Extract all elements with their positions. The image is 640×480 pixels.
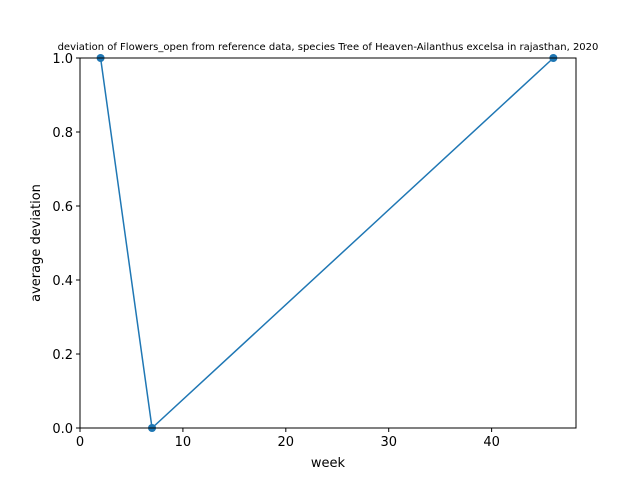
x-tick-label: 20: [278, 435, 295, 450]
chart-title: deviation of Flowers_open from reference…: [58, 42, 599, 53]
y-tick-label: 0.0: [52, 422, 73, 437]
x-tick-label: 10: [175, 435, 192, 450]
x-tick-label: 0: [76, 435, 84, 450]
x-axis-ticks: 0 10 20 30 40: [76, 428, 500, 450]
x-tick-label: 30: [380, 435, 397, 450]
y-tick-label: 0.2: [52, 348, 73, 363]
y-tick-label: 0.8: [52, 126, 73, 141]
y-tick-label: 0.6: [52, 200, 73, 215]
x-tick-label: 40: [483, 435, 500, 450]
axes-frame: [79, 57, 577, 429]
y-axis-ticks: 0.0 0.2 0.4 0.6 0.8 1.0: [52, 52, 80, 437]
y-axis-label: average deviation: [29, 184, 44, 302]
y-tick-label: 0.4: [52, 274, 73, 289]
x-axis-label: week: [311, 456, 346, 471]
y-tick-label: 1.0: [52, 52, 73, 67]
